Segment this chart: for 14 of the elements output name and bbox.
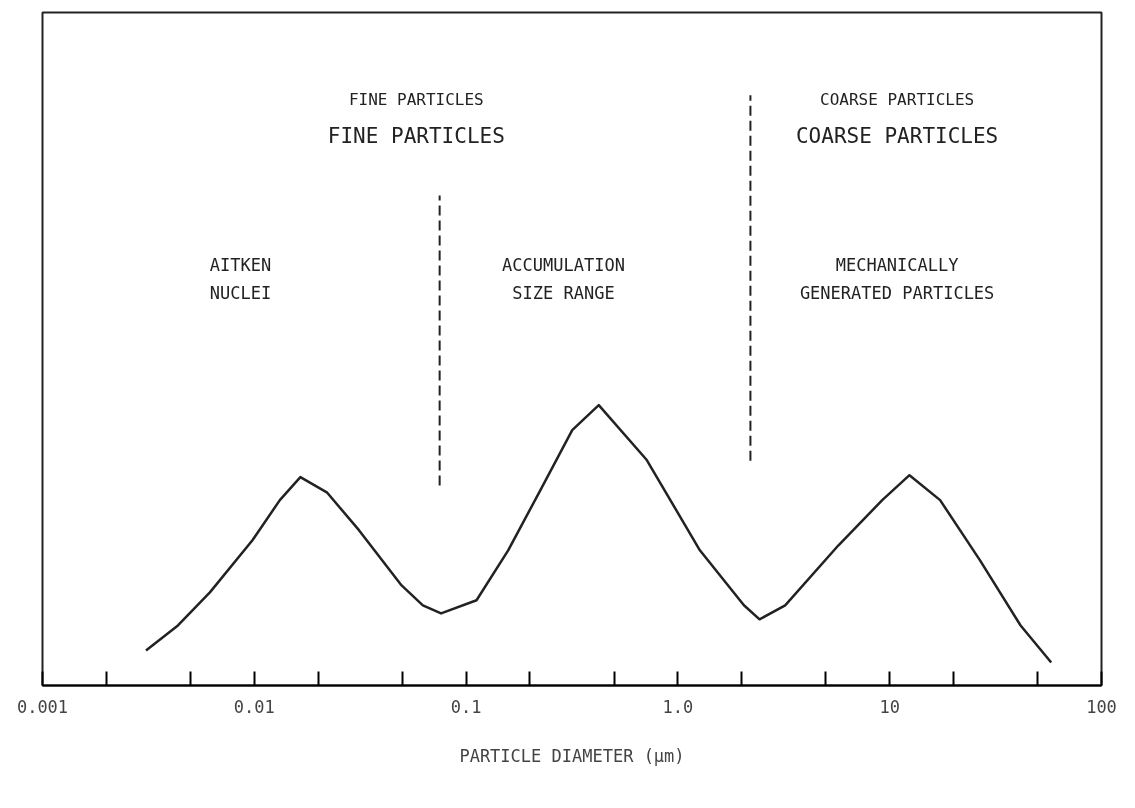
text: AITKEN NUCLEI — [209, 254, 272, 303]
x-axis-title: PARTICLE DIAMETER (µm) — [459, 745, 685, 766]
x-tick-label: 0.01 — [233, 696, 275, 717]
x-tick-label: 100 — [1086, 696, 1117, 717]
text: FINE PARTICLES — [348, 89, 484, 109]
text: MECHANICALLY GENERATED PARTICLES — [799, 254, 995, 303]
x-tick-label: 0.1 — [450, 696, 482, 717]
text: COARSE PARTICLES — [820, 89, 975, 109]
text: FINE PARTICLES — [327, 123, 505, 148]
text: ACCUMULATION SIZE RANGE — [502, 254, 625, 303]
x-tick-label: 10 — [879, 696, 900, 717]
text: COARSE PARTICLES — [795, 123, 999, 148]
x-tick-label: 0.001 — [16, 696, 69, 717]
x-tick-label: 1.0 — [662, 696, 694, 717]
